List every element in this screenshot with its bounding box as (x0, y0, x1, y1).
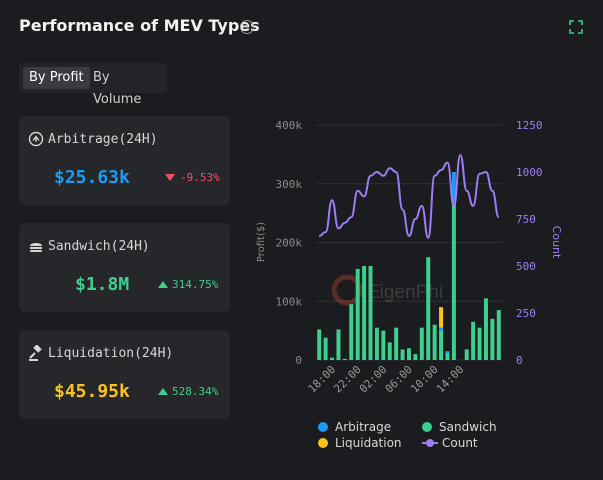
trend-up-icon (158, 388, 168, 395)
arbitrage-change: -9.53% (180, 171, 220, 184)
expand-icon[interactable] (569, 20, 583, 34)
bar-sandwich[interactable] (387, 342, 392, 360)
arbitrage-icon (28, 131, 44, 147)
y-right-tick: 0 (516, 354, 523, 367)
bar-sandwich[interactable] (362, 266, 367, 360)
y-right-tick: 1250 (516, 119, 543, 132)
y-right-tick: 500 (516, 260, 536, 273)
page-title: Performance of MEV Types (19, 16, 260, 35)
liquidation-change: 528.34% (172, 385, 219, 398)
y-right-tick: 1000 (516, 166, 543, 179)
sandwich-change: 314.75% (172, 278, 219, 291)
trend-down-icon (165, 174, 175, 181)
by-volume-tab[interactable]: By Volume (93, 70, 142, 107)
bar-sandwich[interactable] (381, 330, 386, 360)
bar-sandwich[interactable] (419, 327, 424, 360)
trend-up-icon (158, 281, 168, 288)
legend-count[interactable]: Count (422, 436, 478, 450)
arbitrage-value: $25.63k (54, 167, 130, 188)
liquidation-card: Liquidation(24H) $45.95k 528.34% (19, 330, 230, 419)
bar-sandwich[interactable] (490, 318, 495, 360)
x-tick: 14:00 (434, 363, 467, 396)
bar-sandwich[interactable] (426, 257, 431, 360)
arbitrage-card: Arbitrage(24H) $25.63k -9.53% (19, 116, 230, 205)
y-right-label: Count (550, 226, 563, 259)
x-tick: 02:00 (357, 363, 390, 396)
liquidation-label: Liquidation(24H) (48, 346, 174, 361)
y-right-tick: 250 (516, 307, 536, 320)
bar-sandwich[interactable] (471, 321, 476, 360)
bar-sandwich[interactable] (394, 327, 399, 360)
sandwich-label: Sandwich(24H) (48, 239, 150, 254)
bar-sandwich[interactable] (432, 324, 437, 360)
view-toggle: By Profit By Volume (19, 63, 167, 107)
bar-sandwich[interactable] (400, 349, 405, 360)
bar-sandwich[interactable] (451, 204, 456, 360)
bar-sandwich[interactable] (445, 352, 450, 360)
arbitrage-label: Arbitrage(24H) (48, 132, 158, 147)
y-left-tick: 100k (276, 295, 303, 308)
y-left-tick: 300k (276, 178, 303, 191)
by-profit-tab[interactable]: By Profit (23, 67, 90, 89)
bar-sandwich[interactable] (483, 298, 488, 360)
info-icon[interactable]: i (240, 20, 254, 34)
bar-sandwich[interactable] (330, 357, 335, 360)
x-tick: 06:00 (383, 363, 416, 396)
y-left-tick: 400k (276, 119, 303, 132)
y-right-tick: 750 (516, 213, 536, 226)
bar-sandwich[interactable] (413, 354, 418, 360)
bar-sandwich[interactable] (368, 266, 373, 360)
legend-count-swatch (422, 438, 438, 448)
legend-sandwich-swatch (422, 422, 432, 432)
x-tick: 10:00 (408, 363, 441, 396)
y-left-tick: 200k (276, 237, 303, 250)
sandwich-value: $1.8M (75, 274, 130, 295)
bar-sandwich[interactable] (464, 349, 469, 360)
bar-sandwich[interactable] (342, 358, 347, 360)
bar-arbitrage[interactable] (445, 351, 450, 353)
bar-sandwich[interactable] (323, 337, 328, 360)
bar-arbitrage[interactable] (439, 327, 444, 331)
bar-sandwich[interactable] (349, 304, 354, 360)
count-line[interactable] (319, 154, 500, 239)
bar-sandwich[interactable] (407, 348, 411, 360)
bar-liquidation[interactable] (439, 307, 444, 328)
bar-sandwich[interactable] (336, 329, 341, 360)
legend-liquidation[interactable]: Liquidation (318, 436, 402, 450)
bar-sandwich[interactable] (355, 268, 360, 360)
liquidation-value: $45.95k (54, 381, 130, 402)
y-left-label: Profit($) (256, 222, 267, 262)
mev-chart: EigenPhi 400k 300k 200k 100k 0 1250 1000 750 500… (256, 119, 563, 396)
legend-arbitrage-swatch (318, 422, 328, 432)
bar-sandwich[interactable] (439, 330, 444, 360)
bar-sandwich[interactable] (317, 329, 322, 360)
sandwich-icon (30, 243, 42, 252)
x-tick: 18:00 (306, 363, 339, 396)
watermark-text: EigenPhi (367, 282, 443, 303)
legend-liquidation-swatch (318, 438, 328, 448)
legend-sandwich[interactable]: Sandwich (422, 420, 497, 434)
y-left-tick: 0 (295, 354, 302, 367)
sandwich-card: Sandwich(24H) $1.8M 314.75% (19, 223, 230, 312)
bar-sandwich[interactable] (374, 327, 379, 360)
watermark: EigenPhi (331, 274, 443, 306)
gavel-icon (29, 345, 42, 361)
legend-arbitrage[interactable]: Arbitrage (318, 420, 391, 434)
bar-sandwich[interactable] (477, 327, 482, 360)
bar-arbitrage[interactable] (451, 172, 456, 205)
x-tick: 22:00 (331, 363, 364, 396)
bar-sandwich[interactable] (496, 310, 501, 360)
